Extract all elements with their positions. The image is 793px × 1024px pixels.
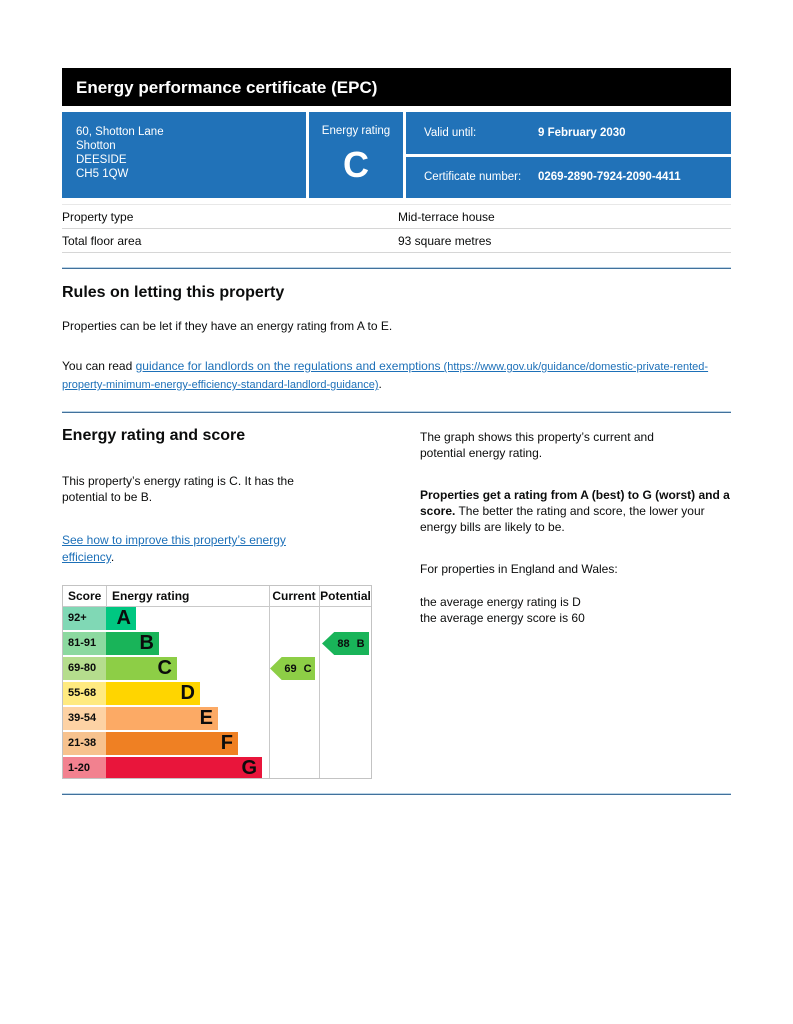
letting-rule-text: Properties can be let if they have an en… — [62, 319, 393, 333]
rules-heading: Rules on letting this property — [62, 284, 285, 301]
ratings-explanation-rest: The better the rating and score, the low… — [420, 504, 705, 534]
table-row: Total floor area 93 square metres — [62, 229, 731, 253]
epc-band-bar: E — [106, 707, 218, 730]
chart-header-score: Score — [68, 589, 102, 603]
epc-band-letter: D — [180, 682, 195, 704]
chart-header-energy-rating: Energy rating — [112, 589, 190, 603]
certificate-number-row: Certificate number: 0269-2890-7924-2090-… — [406, 156, 731, 198]
epc-band-score: 1-20 — [63, 757, 106, 778]
epc-band-score: 92+ — [63, 607, 106, 630]
chart-column-divider — [269, 586, 270, 778]
ratings-explanation-lead: Properties get a rating from A (best) to… — [420, 488, 730, 518]
certificate-number-label: Certificate number: — [424, 171, 522, 184]
valid-until-value: 9 February 2030 — [538, 126, 626, 139]
landlord-guidance-link[interactable]: guidance for landlords on the regulation… — [62, 359, 709, 391]
floor-area-label: Total floor area — [62, 233, 142, 248]
epc-band-bar: D — [106, 682, 200, 705]
section-divider — [62, 411, 731, 413]
landlord-guidance-url: (https://www.gov.uk/guidance/domestic-pr… — [62, 361, 709, 391]
guidance-suffix: . — [378, 377, 382, 391]
current-rating-arrow-band: C — [303, 662, 312, 675]
epc-band-score: 39-54 — [63, 707, 106, 730]
epc-band-bar: F — [106, 732, 238, 755]
epc-chart: Score Energy rating Current Potential 92… — [62, 585, 372, 779]
epc-band-score: 21-38 — [63, 732, 106, 755]
rating-left-column: Energy rating and score This property’s … — [62, 427, 402, 779]
chart-header-potential: Potential — [320, 589, 371, 603]
chart-header-divider — [63, 606, 371, 607]
section-divider — [62, 793, 731, 795]
epc-band-letter: B — [139, 632, 154, 654]
property-type-value: Mid-terrace house — [398, 209, 495, 224]
chart-header-current: Current — [272, 589, 316, 603]
property-facts-table: Property type Mid-terrace house Total fl… — [62, 204, 731, 253]
average-rating-line: the average energy rating is D — [420, 595, 581, 609]
section-divider — [62, 267, 731, 269]
graph-description: The graph shows this property’s current … — [420, 430, 654, 460]
page-title: Energy performance certificate (EPC) — [76, 77, 378, 97]
valid-until-label: Valid until: — [424, 126, 477, 139]
rules-section: Rules on letting this property Propertie… — [62, 284, 731, 394]
property-address: 60, Shotton Lane Shotton DEESIDE CH5 1QW — [62, 112, 306, 198]
guidance-prefix: You can read — [62, 359, 136, 373]
epc-band-letter: C — [157, 657, 172, 679]
epc-band-score: 55-68 — [63, 682, 106, 705]
certificate-number-value: 0269-2890-7924-2090-4411 — [538, 171, 681, 184]
rating-intro-text: This property’s energy rating is C. It h… — [62, 474, 294, 504]
energy-rating-box: Energy rating C — [309, 112, 403, 198]
rating-heading: Energy rating and score — [62, 427, 246, 444]
current-rating-arrow-score: 69 — [284, 662, 297, 675]
energy-rating-label: Energy rating — [321, 125, 391, 137]
potential-rating-arrow: 88 B — [322, 632, 369, 655]
epc-band-letter: G — [241, 757, 257, 779]
epc-band-letter: A — [116, 607, 131, 629]
epc-page: Energy performance certificate (EPC) 60,… — [62, 68, 731, 795]
validity-box: Valid until: 9 February 2030 Certificate… — [406, 112, 731, 198]
epc-band-bar: B — [106, 632, 159, 655]
chart-column-divider — [106, 586, 107, 606]
summary-row: 60, Shotton Lane Shotton DEESIDE CH5 1QW… — [62, 112, 731, 198]
rating-right-column: The graph shows this property’s current … — [420, 427, 731, 779]
epc-band-letter: E — [199, 707, 213, 729]
ratings-explanation: Properties get a rating from A (best) to… — [420, 487, 731, 535]
potential-rating-arrow-score: 88 — [337, 637, 350, 650]
epc-band-score: 69-80 — [63, 657, 106, 680]
epc-band-letter: F — [220, 732, 233, 754]
chart-column-divider — [319, 586, 320, 778]
energy-rating-section: Energy rating and score This property’s … — [62, 427, 731, 779]
improve-efficiency-link[interactable]: See how to improve this property’s energ… — [62, 533, 286, 564]
current-rating-arrow: 69 C — [270, 657, 315, 680]
certificate-title-bar: Energy performance certificate (EPC) — [62, 68, 731, 106]
improve-suffix: . — [110, 550, 115, 564]
valid-until-row: Valid until: 9 February 2030 — [406, 112, 731, 154]
potential-rating-arrow-band: B — [356, 637, 365, 650]
region-line: For properties in England and Wales: — [420, 562, 618, 576]
guidance-paragraph: You can read guidance for landlords on t… — [62, 358, 731, 394]
property-type-label: Property type — [62, 209, 134, 224]
epc-band-bar: A — [106, 607, 136, 630]
epc-band-score: 81-91 — [63, 632, 106, 655]
floor-area-value: 93 square metres — [398, 233, 492, 248]
table-row: Property type Mid-terrace house — [62, 205, 731, 229]
epc-band-bar: G — [106, 757, 262, 779]
energy-rating-value: C — [343, 144, 369, 185]
improve-paragraph: See how to improve this property’s energ… — [62, 532, 402, 566]
epc-band-bar: C — [106, 657, 177, 680]
average-score-line: the average energy score is 60 — [420, 611, 585, 625]
